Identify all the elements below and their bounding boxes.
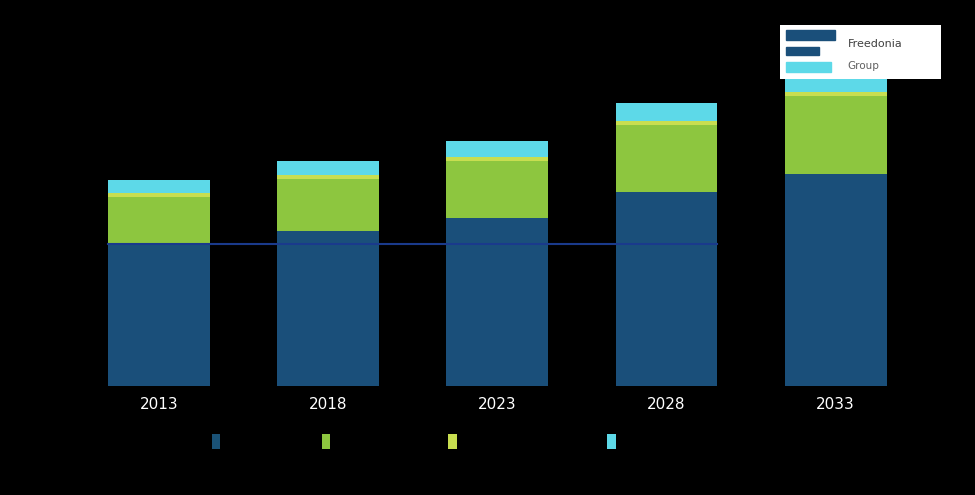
Bar bbox=[108, 197, 210, 244]
Bar bbox=[787, 62, 832, 72]
Bar bbox=[277, 179, 378, 231]
Bar bbox=[616, 121, 718, 125]
Bar bbox=[277, 231, 378, 386]
Bar bbox=[277, 161, 378, 175]
Bar bbox=[787, 30, 835, 40]
Bar bbox=[785, 73, 886, 92]
Bar bbox=[447, 157, 548, 161]
Bar bbox=[447, 142, 548, 157]
Bar bbox=[108, 180, 210, 193]
Legend: Rigid Plastic, Flexible Plastic, Paper & Paperboard, Other: Rigid Plastic, Flexible Plastic, Paper &… bbox=[207, 430, 662, 454]
Bar bbox=[447, 161, 548, 218]
Bar bbox=[616, 125, 718, 192]
Bar bbox=[277, 175, 378, 179]
Bar bbox=[616, 102, 718, 121]
Bar bbox=[785, 96, 886, 174]
Text: Group: Group bbox=[847, 60, 879, 71]
Bar bbox=[785, 92, 886, 96]
Bar bbox=[447, 218, 548, 386]
Bar bbox=[785, 174, 886, 386]
Bar bbox=[108, 193, 210, 197]
Bar bbox=[616, 192, 718, 386]
Text: Freedonia: Freedonia bbox=[847, 39, 902, 49]
Bar bbox=[108, 244, 210, 386]
Bar bbox=[787, 47, 819, 55]
